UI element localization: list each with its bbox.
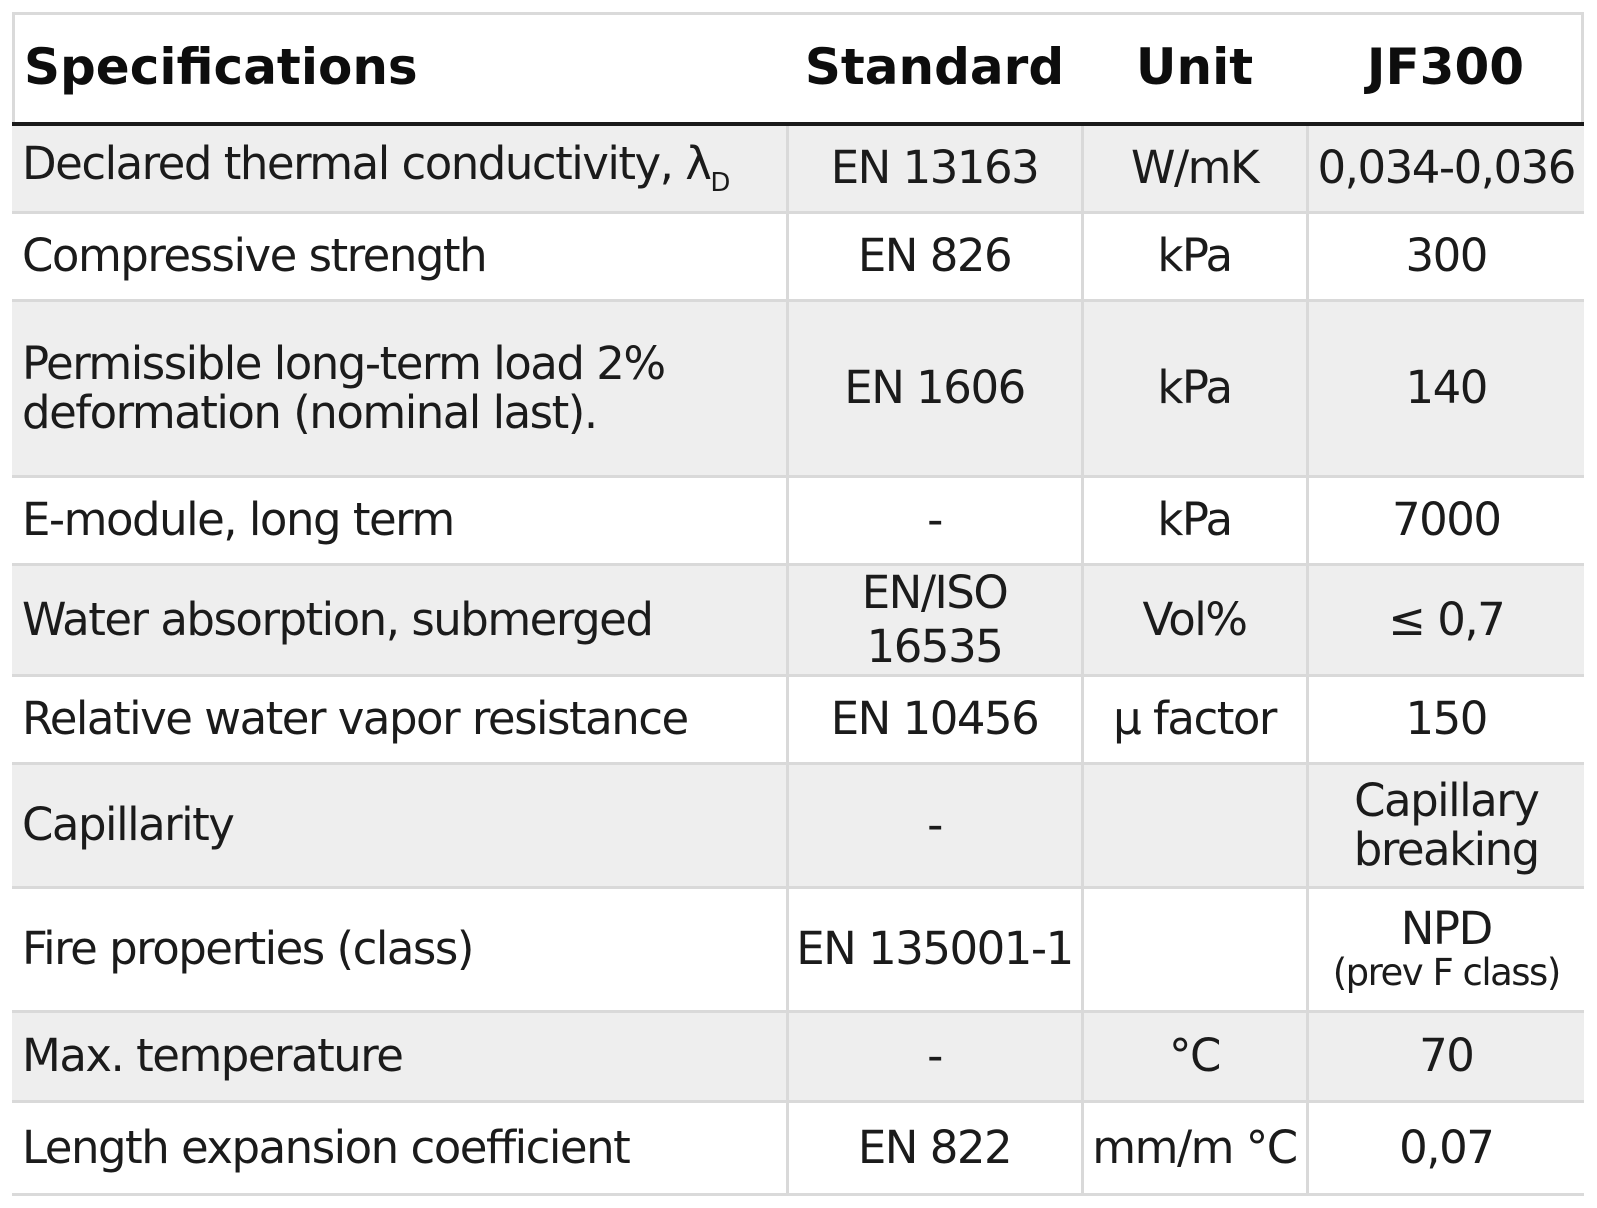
- row-unit: mm/m °C: [1080, 1101, 1307, 1193]
- row-spec: Length expansion coefficient: [12, 1101, 787, 1193]
- row-value: 150: [1305, 675, 1584, 765]
- table-row: E-module, long term - kPa 7000: [12, 476, 1584, 566]
- row-standard: -: [785, 476, 1082, 566]
- table-row: Capillarity - Capillary breaking: [12, 763, 1584, 889]
- row-standard: EN 826: [785, 212, 1082, 302]
- row-standard: EN/ISO 16535: [785, 564, 1082, 677]
- table-row: Length expansion coefficient EN 822 mm/m…: [12, 1101, 1584, 1193]
- spec-subscript: D: [710, 168, 731, 199]
- value-line-2: breaking: [1353, 823, 1540, 876]
- row-spec: Declared thermal conductivity, λD: [12, 124, 787, 214]
- row-spec: Compressive strength: [12, 212, 787, 302]
- row-standard: EN 10456: [785, 675, 1082, 765]
- row-spec: Max. temperature: [12, 1011, 787, 1103]
- row-unit: kPa: [1080, 300, 1307, 478]
- header-product: JF300: [1307, 12, 1584, 126]
- row-value: Capillary breaking: [1305, 763, 1584, 889]
- row-unit: kPa: [1080, 476, 1307, 566]
- row-spec: Permissible long-term load 2% deformation…: [12, 300, 787, 478]
- header-unit: Unit: [1082, 12, 1307, 126]
- table-row: Relative water vapor resistance EN 10456…: [12, 675, 1584, 765]
- row-value: 0,07: [1305, 1101, 1584, 1193]
- table-row: Water absorption, submerged EN/ISO 16535…: [12, 564, 1584, 677]
- spec-text: Declared thermal conductivity, λ: [22, 137, 712, 191]
- row-unit: µ factor: [1080, 675, 1307, 765]
- spec-line-1: Permissible long-term load 2%: [22, 336, 666, 390]
- row-value: 140: [1305, 300, 1584, 478]
- table-row: Declared thermal conductivity, λD EN 131…: [12, 124, 1584, 214]
- row-spec: Fire properties (class): [12, 887, 787, 1013]
- row-unit: W/mK: [1080, 124, 1307, 214]
- row-value: 70: [1305, 1011, 1584, 1103]
- specifications-table: Specifications Standard Unit JF300 Decla…: [12, 12, 1584, 1193]
- row-standard: EN 13163: [785, 124, 1082, 214]
- table-row: Fire properties (class) EN 135001-1 NPD(…: [12, 887, 1584, 1013]
- value-note: (prev F class): [1332, 951, 1562, 995]
- table-row: Max. temperature - °C 70: [12, 1011, 1584, 1103]
- table-row: Permissible long-term load 2% deformation…: [12, 300, 1584, 478]
- row-spec: Relative water vapor resistance: [12, 675, 787, 765]
- row-unit: kPa: [1080, 212, 1307, 302]
- row-value: ≤ 0,7: [1305, 564, 1584, 677]
- value-main: NPD: [1400, 901, 1493, 955]
- row-spec: E-module, long term: [12, 476, 787, 566]
- row-unit: [1080, 763, 1307, 889]
- row-unit: Vol%: [1080, 564, 1307, 677]
- table-row: Compressive strength EN 826 kPa 300: [12, 212, 1584, 302]
- row-spec: Capillarity: [12, 763, 787, 889]
- row-unit: °C: [1080, 1011, 1307, 1103]
- spec-line-2: deformation (nominal last).: [22, 386, 598, 439]
- row-unit: [1080, 887, 1307, 1013]
- row-spec: Water absorption, submerged: [12, 564, 787, 677]
- row-value: 300: [1305, 212, 1584, 302]
- row-standard: EN 822: [785, 1101, 1082, 1193]
- table-header-row: Specifications Standard Unit JF300: [12, 12, 1584, 126]
- header-specifications: Specifications: [12, 12, 787, 126]
- row-standard: -: [785, 763, 1082, 889]
- row-standard: EN 135001-1: [785, 887, 1082, 1013]
- row-standard: -: [785, 1011, 1082, 1103]
- row-standard: EN 1606: [785, 300, 1082, 478]
- row-value: 0,034-0,036: [1305, 124, 1584, 214]
- row-value: NPD (prev F class): [1305, 887, 1584, 1013]
- header-standard: Standard: [787, 12, 1082, 126]
- value-line-1: Capillary: [1354, 773, 1540, 827]
- row-value: 7000: [1305, 476, 1584, 566]
